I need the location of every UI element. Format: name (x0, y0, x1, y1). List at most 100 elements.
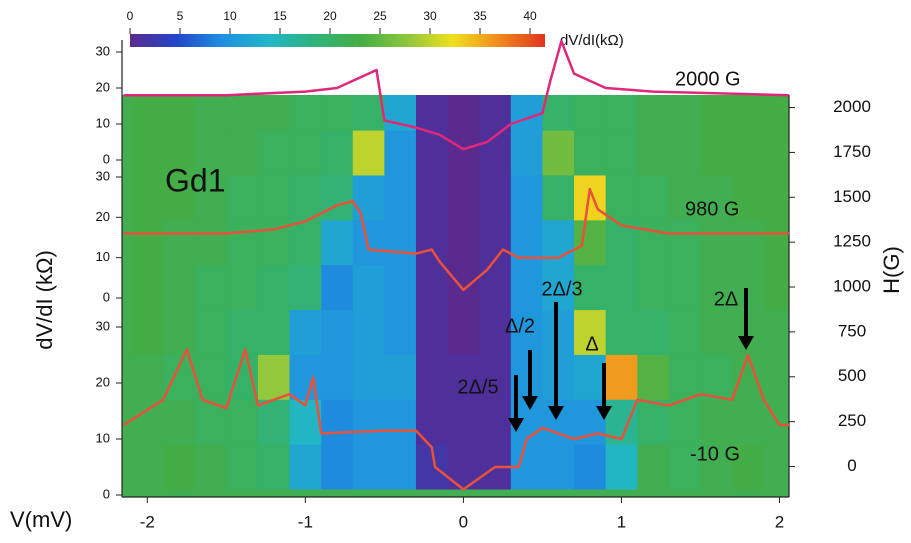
heatmap-cell (415, 399, 449, 445)
heatmap-cell (700, 219, 733, 266)
annotation: 2Δ (714, 288, 738, 310)
heatmap-cell (289, 444, 322, 490)
heatmap-cell (226, 219, 259, 266)
heatmap-cell (574, 95, 607, 131)
heatmap-cell (637, 174, 670, 221)
heatmap-cell (321, 129, 354, 176)
colorbar-tick-label: 5 (177, 9, 184, 23)
heatmap-cell (668, 309, 702, 355)
y-tick-label: 1250 (833, 232, 871, 251)
heatmap-cell (637, 95, 670, 131)
heatmap-cell (479, 309, 512, 355)
heatmap-cell (257, 264, 291, 311)
heatmap-cell (637, 264, 670, 311)
heatmap-cell (542, 354, 575, 400)
colorbar-tick-label: 10 (223, 9, 237, 23)
curve (123, 39, 790, 151)
heatmap-cell (415, 264, 449, 311)
heatmap-cell (479, 174, 512, 221)
heatmap-cell (447, 219, 480, 266)
right-axis-label: H(G) (879, 246, 904, 294)
heatmap-cell (321, 264, 354, 311)
annotation-arrowhead (508, 418, 524, 432)
heatmap-cell (163, 174, 196, 221)
x-axis-label: V(mV) (10, 507, 72, 532)
x-tick-label: -1 (298, 512, 313, 531)
heatmap-cell (542, 444, 575, 490)
heatmap-cell (605, 95, 638, 131)
curve (123, 187, 789, 292)
heatmap-cell (131, 219, 164, 266)
heatmap-cell (763, 174, 789, 221)
heatmap-cell (668, 129, 702, 176)
heatmap-cell (131, 354, 164, 400)
heatmap-cell (415, 309, 449, 355)
heatmap-cell (352, 174, 385, 221)
left-axis-label: dV/dI (kΩ) (32, 250, 57, 350)
heatmap-cell (479, 354, 512, 400)
heatmap-cell (732, 95, 765, 131)
heatmap-cell (384, 354, 417, 400)
heatmap-cell (479, 129, 512, 176)
heatmap-cell (447, 95, 480, 131)
heatmap-cell (163, 264, 196, 311)
heatmap-cell (131, 399, 164, 445)
heatmap-cell (131, 264, 164, 311)
sample-label: Gd1 (165, 162, 225, 198)
y-tick-label: 0 (103, 486, 110, 501)
heatmap-cell (700, 174, 733, 221)
heatmap-cell (668, 174, 702, 221)
heatmap-cell (637, 354, 670, 400)
heatmap-cell (194, 95, 227, 131)
heatmap-cell (700, 129, 733, 176)
y-tick-label: 500 (838, 366, 866, 385)
heatmap-cell (257, 129, 291, 176)
y-tick-label: 30 (96, 318, 110, 333)
heatmap-cell (605, 264, 638, 311)
heatmap-cell (384, 219, 417, 266)
heatmap-cell (732, 264, 765, 311)
colorbar (130, 34, 545, 47)
heatmap-cell (574, 129, 607, 176)
heatmap-cell (763, 309, 789, 355)
heatmap-cell (163, 129, 196, 176)
heatmap-cell (732, 219, 765, 266)
heatmap-cell (384, 174, 417, 221)
y-tick-label: 1000 (833, 277, 871, 296)
x-tick-label: -2 (140, 512, 155, 531)
heatmap-cell (763, 444, 789, 490)
heatmap-cell (763, 354, 789, 400)
heatmap-cell (163, 399, 196, 445)
heatmap-cell (289, 354, 322, 400)
heatmap-cell (131, 444, 164, 490)
heatmap-cell (131, 309, 164, 355)
heatmap-cell (131, 129, 164, 176)
heatmap-cell (257, 309, 291, 355)
curve-label: -10 G (690, 443, 740, 465)
heatmap-cell (163, 444, 196, 490)
annotation: 2Δ/3 (541, 278, 582, 300)
curve (122, 348, 789, 491)
heatmap-cell (605, 174, 638, 221)
heatmap-cell (700, 264, 733, 311)
heatmap-cell (732, 354, 765, 400)
heatmap-cell (415, 354, 449, 400)
heatmap-cell (352, 309, 385, 355)
heatmap-cell (732, 399, 765, 445)
heatmap-cell (510, 174, 544, 221)
heatmap-cell (510, 95, 544, 131)
colorbar-tick-label: 25 (373, 9, 387, 23)
colorbar-tick-label: 30 (423, 9, 437, 23)
heatmap-cell (415, 219, 449, 266)
heatmap-cell (542, 174, 575, 221)
heatmap-cell (447, 399, 480, 445)
heatmap-cell (226, 174, 259, 221)
curve-label: 2000 G (675, 68, 741, 90)
heatmap-cell (257, 174, 291, 221)
heatmap-cell (700, 399, 733, 445)
heatmap-cell (352, 264, 385, 311)
heatmap-cell (226, 444, 259, 490)
heatmap-cell (194, 129, 227, 176)
heatmap-cell (226, 399, 259, 445)
